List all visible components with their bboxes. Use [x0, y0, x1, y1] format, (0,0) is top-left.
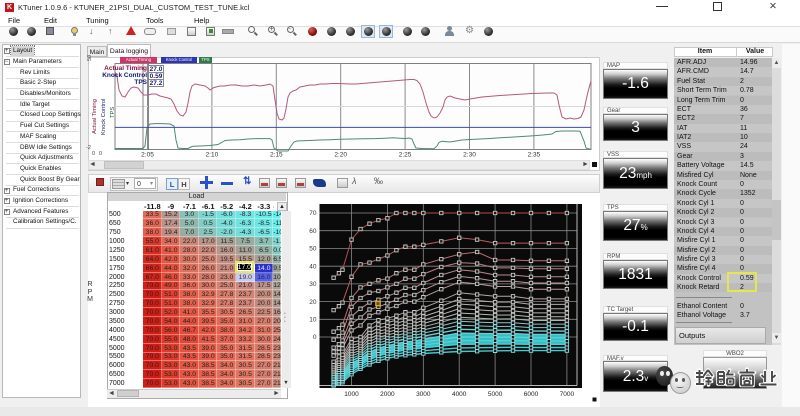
svg-text:2:20: 2:20	[334, 152, 347, 159]
svg-text:2:05: 2:05	[141, 152, 154, 159]
svg-text:2:25: 2:25	[399, 152, 412, 159]
svg-text:2:15: 2:15	[270, 152, 283, 159]
svg-text:4000: 4000	[452, 391, 467, 398]
svg-text:0: 0	[313, 334, 317, 341]
svg-text:2:35: 2:35	[528, 152, 541, 159]
svg-text:3000: 3000	[416, 391, 431, 398]
svg-text:40: 40	[309, 263, 317, 270]
svg-text:30: 30	[309, 281, 317, 288]
svg-text:60: 60	[309, 228, 317, 235]
svg-text:20: 20	[309, 299, 317, 306]
svg-text:6000: 6000	[524, 391, 539, 398]
svg-text:5000: 5000	[488, 391, 503, 398]
svg-text:2:10: 2:10	[206, 152, 219, 159]
svg-text:1000: 1000	[344, 391, 359, 398]
svg-text:70: 70	[309, 210, 317, 217]
svg-text:2:30: 2:30	[463, 152, 476, 159]
svg-text:2000: 2000	[380, 391, 395, 398]
svg-text:7000: 7000	[560, 391, 575, 398]
svg-text:50: 50	[309, 246, 317, 253]
svg-text:10: 10	[309, 317, 317, 324]
